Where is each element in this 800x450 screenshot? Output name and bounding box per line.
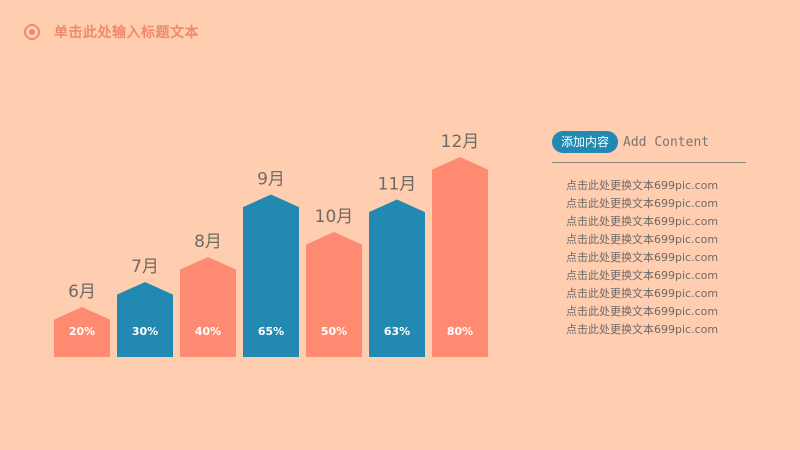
category-label: 9月 [257,170,285,190]
category-label: 8月 [194,232,222,252]
chart-bar [243,194,299,357]
text-line[interactable]: 点击此处更换文本699pic.com [566,251,719,264]
chart-bar [54,307,110,357]
side-panel-header: 添加内容 Add Content [552,131,746,153]
text-line[interactable]: 点击此处更换文本699pic.com [566,179,719,192]
text-line[interactable]: 点击此处更换文本699pic.com [566,215,719,228]
text-line[interactable]: 点击此处更换文本699pic.com [566,269,719,282]
header: 单击此处输入标题文本 [24,20,199,44]
chart-bar [369,199,425,357]
text-line[interactable]: 点击此处更换文本699pic.com [566,323,719,336]
category-label: 10月 [315,207,354,227]
chart-bar [117,282,173,357]
text-line[interactable]: 点击此处更换文本699pic.com [566,305,719,318]
value-label: 40% [195,325,221,338]
category-label: 6月 [68,282,96,302]
category-label: 11月 [378,175,417,195]
value-label: 63% [384,325,410,338]
value-label: 80% [447,325,473,338]
text-line[interactable]: 点击此处更换文本699pic.com [566,197,719,210]
add-content-pill[interactable]: 添加内容 [552,131,619,153]
value-label: 50% [321,325,347,338]
value-label: 20% [69,325,95,338]
text-line[interactable]: 点击此处更换文本699pic.com [566,287,719,300]
chart-bar [432,157,488,357]
page-title[interactable]: 单击此处输入标题文本 [54,25,199,41]
add-content-subtitle: Add Content [623,134,710,150]
chart-bar [180,257,236,357]
ring-dot-icon [24,24,40,40]
chart-bar [306,232,362,357]
text-list: 点击此处更换文本699pic.com 点击此处更换文本699pic.com 点击此处… [566,177,746,339]
value-label: 30% [132,325,158,338]
divider [552,162,746,163]
category-label: 12月 [441,132,480,152]
side-panel: 添加内容 Add Content 点击此处更换文本699pic.com 点击此处更… [552,131,746,339]
value-label: 65% [258,325,284,338]
text-line[interactable]: 点击此处更换文本699pic.com [566,233,719,246]
category-label: 7月 [131,257,159,277]
